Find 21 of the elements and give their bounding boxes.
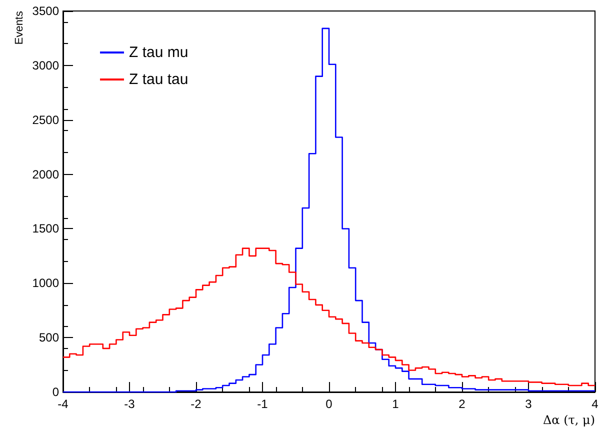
- y-tick-label: 2000: [32, 167, 60, 182]
- x-tick-label: 4: [592, 397, 599, 411]
- x-tick-label: -2: [190, 397, 202, 411]
- x-tick-label: 0: [326, 397, 333, 411]
- y-tick-label: 3000: [32, 58, 60, 72]
- x-tick-label: -1: [257, 397, 268, 411]
- y-tick-label: 1500: [32, 222, 60, 236]
- x-axis-title: Δα (τ, μ): [542, 413, 595, 427]
- legend-label: Z tau tau: [129, 71, 188, 88]
- y-tick-label: 3500: [32, 4, 60, 18]
- y-axis-title: Events: [14, 10, 26, 45]
- y-tick-label: 2500: [32, 112, 60, 127]
- x-tick-label: -4: [58, 397, 69, 411]
- legend-label: Z tau mu: [129, 44, 188, 61]
- x-tick-label: 1: [392, 397, 400, 411]
- x-tick-label: -3: [124, 397, 136, 411]
- x-tick-label: 2: [458, 397, 466, 411]
- x-tick-label: 3: [525, 397, 532, 411]
- y-tick-label: 1000: [32, 276, 60, 290]
- y-tick-label: 500: [38, 330, 60, 345]
- y-tick-label: 0: [52, 385, 60, 399]
